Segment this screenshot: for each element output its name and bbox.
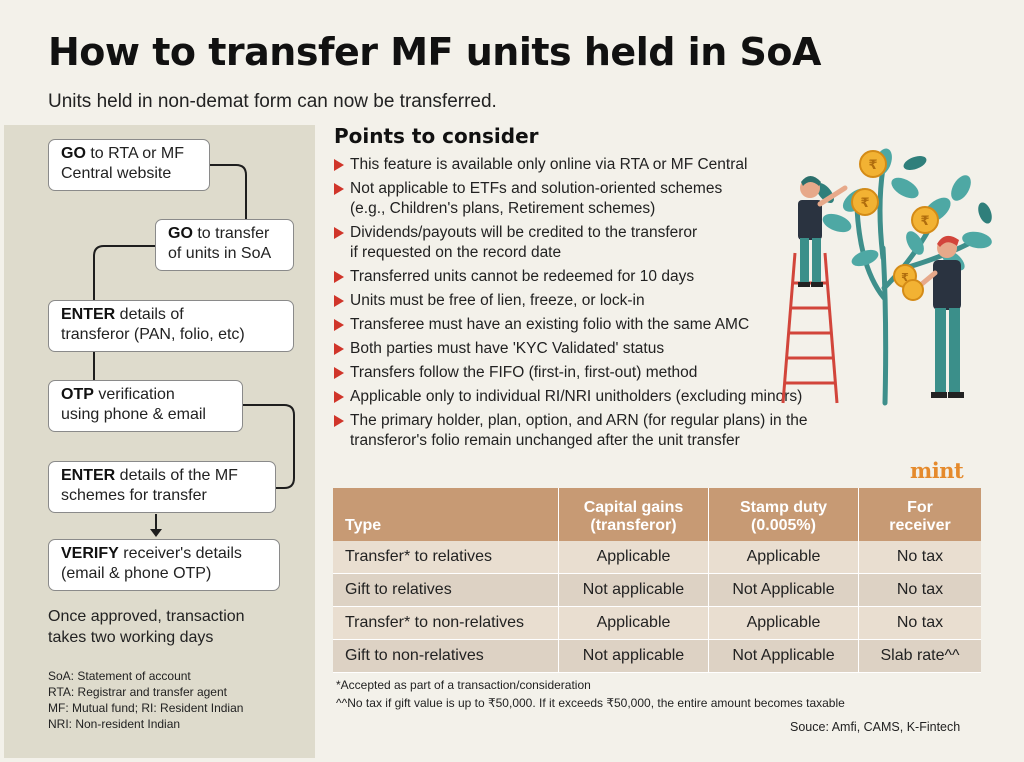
cell-receiver: No tax (858, 541, 981, 574)
tax-table: Type Capital gains (transferor) Stamp dut… (333, 488, 981, 673)
glossary-item: RTA: Registrar and transfer agent (48, 685, 227, 699)
point-item: Both parties must have 'KYC Validated' s… (334, 339, 874, 359)
glossary-item: MF: Mutual fund; RI: Resident Indian (48, 701, 244, 715)
red-triangle-bullet-icon (334, 319, 344, 331)
point-text: Transferred units cannot be redeemed for… (350, 268, 695, 285)
red-triangle-bullet-icon (334, 183, 344, 195)
cell-stamp-duty: Applicable (708, 541, 858, 574)
point-text: Transfers follow the FIFO (first-in, fir… (350, 364, 698, 381)
cell-stamp-duty: Applicable (708, 607, 858, 640)
header-receiver: For receiver (858, 488, 981, 541)
cell-receiver: No tax (858, 574, 981, 607)
points-list: This feature is available only online vi… (334, 155, 874, 455)
point-text: Units must be free of lien, freeze, or l… (350, 292, 645, 309)
source-credit: Souce: Amfi, CAMS, K-Fintech (790, 720, 961, 734)
rupee-coin-icon (902, 279, 924, 301)
svg-text:₹: ₹ (901, 271, 909, 284)
point-item: Not applicable to ETFs and solution-orie… (334, 179, 874, 219)
cell-type: Gift to relatives (333, 574, 558, 607)
point-item: Dividends/payouts will be credited to th… (334, 223, 874, 263)
cell-receiver: No tax (858, 607, 981, 640)
glossary-item: NRI: Non-resident Indian (48, 717, 181, 731)
red-triangle-bullet-icon (334, 159, 344, 171)
point-item: Transfers follow the FIFO (first-in, fir… (334, 363, 874, 383)
point-text: The primary holder, plan, option, and AR… (350, 412, 808, 429)
page-subtitle: Units held in non-demat form can now be … (48, 91, 497, 112)
header-type: Type (333, 488, 558, 541)
point-item: This feature is available only online vi… (334, 155, 874, 175)
point-text: This feature is available only online vi… (350, 156, 748, 173)
rupee-coin-icon: ₹ (859, 150, 887, 178)
rupee-coin-icon: ₹ (911, 206, 939, 234)
point-text: Transferee must have an existing folio w… (350, 316, 750, 333)
table-header-row: Type Capital gains (transferor) Stamp dut… (333, 488, 981, 541)
point-text: Not applicable to ETFs and solution-orie… (350, 180, 723, 197)
cell-capital-gains: Not applicable (558, 640, 708, 673)
red-triangle-bullet-icon (334, 227, 344, 239)
cell-type: Gift to non-relatives (333, 640, 558, 673)
red-triangle-bullet-icon (334, 343, 344, 355)
point-item: Transferee must have an existing folio w… (334, 315, 874, 335)
point-text: Dividends/payouts will be credited to th… (350, 224, 698, 241)
step-enter-schemes: ENTER details of the MF schemes for trans… (48, 461, 276, 513)
point-item: Units must be free of lien, freeze, or l… (334, 291, 874, 311)
cell-stamp-duty: Not Applicable (708, 640, 858, 673)
table-row: Transfer* to non-relatives Applicable Ap… (333, 607, 981, 640)
step-go-to-transfer: GO to transfer of units in SoA (155, 219, 294, 271)
glossary-item: SoA: Statement of account (48, 669, 191, 683)
step-enter-transferor: ENTER details of transferor (PAN, folio, … (48, 300, 294, 352)
money-tree-illustration: ₹ ₹ ₹ ₹ (781, 148, 992, 406)
point-text: Both parties must have 'KYC Validated' s… (350, 340, 665, 357)
cell-receiver: Slab rate^^ (858, 640, 981, 673)
cell-type: Transfer* to relatives (333, 541, 558, 574)
step-otp-verification: OTP verification using phone & email (48, 380, 243, 432)
red-triangle-bullet-icon (334, 367, 344, 379)
point-text: transferor's folio remain unchanged afte… (350, 432, 740, 449)
point-item: The primary holder, plan, option, and AR… (334, 411, 874, 451)
table-row: Transfer* to relatives Applicable Applic… (333, 541, 981, 574)
approval-note: Once approved, transaction takes two wor… (48, 608, 245, 646)
svg-text:₹: ₹ (868, 158, 877, 173)
glossary: SoA: Statement of account RTA: Registrar… (48, 668, 243, 732)
point-item: Applicable only to individual RI/NRI uni… (334, 387, 874, 407)
red-triangle-bullet-icon (334, 415, 344, 427)
svg-text:₹: ₹ (920, 214, 929, 229)
cell-capital-gains: Applicable (558, 607, 708, 640)
point-text: (e.g., Children's plans, Retirement sche… (350, 200, 656, 217)
header-stamp-duty: Stamp duty (0.005%) (708, 488, 858, 541)
rupee-coin-icon: ₹ (851, 188, 879, 216)
footnote-asterisk: *Accepted as part of a transaction/consi… (336, 678, 591, 692)
cell-capital-gains: Not applicable (558, 574, 708, 607)
footnote-caret: ^^No tax if gift value is up to ₹50,000.… (336, 696, 845, 710)
page-title: How to transfer MF units held in SoA (48, 30, 821, 74)
step-verify-receiver: VERIFY receiver's details (email & phone … (48, 539, 280, 591)
svg-text:₹: ₹ (860, 196, 869, 211)
point-text: Applicable only to individual RI/NRI uni… (350, 388, 803, 405)
cell-capital-gains: Applicable (558, 541, 708, 574)
red-triangle-bullet-icon (334, 295, 344, 307)
cell-type: Transfer* to non-relatives (333, 607, 558, 640)
table-row: Gift to non-relatives Not applicable Not… (333, 640, 981, 673)
point-text: if requested on the record date (350, 244, 562, 261)
header-capital-gains: Capital gains (transferor) (558, 488, 708, 541)
table-row: Gift to relatives Not applicable Not App… (333, 574, 981, 607)
red-triangle-bullet-icon (334, 271, 344, 283)
step-go-to-rta: GO to RTA or MF Central website (48, 139, 210, 191)
points-title: Points to consider (334, 124, 539, 148)
mint-logo: mint (910, 458, 964, 483)
red-triangle-bullet-icon (334, 391, 344, 403)
cell-stamp-duty: Not Applicable (708, 574, 858, 607)
point-item: Transferred units cannot be redeemed for… (334, 267, 874, 287)
